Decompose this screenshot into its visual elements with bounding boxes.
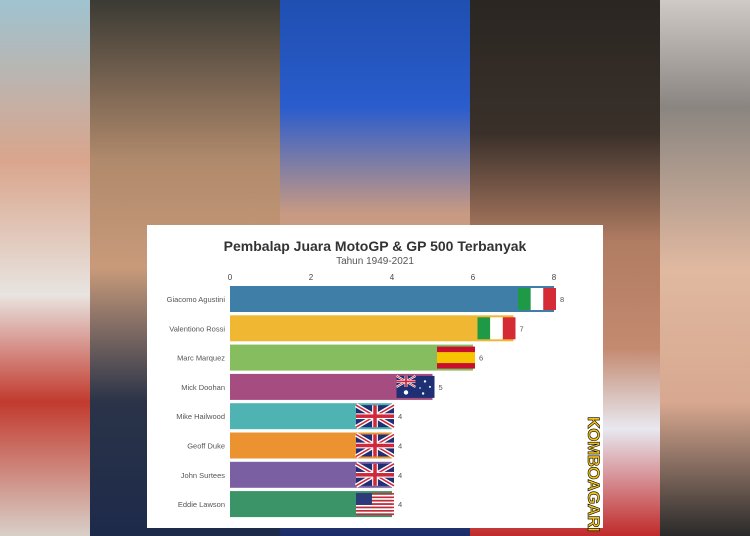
flag-italy-icon	[518, 288, 556, 310]
photo-panel-1	[0, 0, 90, 536]
bar-chart: 0 2 4 6 8 Giacomo Agustini 8 Valentiono Rossi 7 M…	[167, 273, 564, 518]
category-label: Marc Marquez	[177, 354, 225, 363]
x-tick-label: 2	[309, 273, 314, 282]
value-label: 8	[560, 295, 564, 304]
value-label: 4	[398, 471, 402, 480]
x-tick-label: 6	[471, 273, 476, 282]
chart-card: Pembalap Juara MotoGP & GP 500 Terbanyak…	[147, 225, 603, 528]
flag-spain-icon	[437, 346, 475, 369]
value-label: 4	[398, 442, 402, 451]
category-label: Giacomo Agustini	[167, 295, 226, 304]
category-label: Mike Hailwood	[176, 412, 225, 421]
chart-title: Pembalap Juara MotoGP & GP 500 Terbanyak	[223, 238, 527, 254]
category-label: Geoff Duke	[187, 442, 225, 451]
watermark-logo: KOMBOAGARI	[580, 416, 606, 532]
flag-uk-icon	[354, 432, 396, 459]
bar	[230, 315, 514, 342]
x-tick-label: 4	[390, 273, 395, 282]
category-label: Valentiono Rossi	[169, 324, 225, 333]
flag-australia-icon	[395, 374, 435, 398]
bar	[230, 286, 554, 312]
flag-usa-icon	[356, 493, 394, 516]
chart-subtitle: Tahun 1949-2021	[336, 256, 414, 267]
flag-uk-icon	[354, 461, 396, 488]
value-label: 4	[398, 500, 402, 509]
value-label: 7	[520, 324, 524, 333]
bar	[230, 344, 473, 371]
value-label: 5	[439, 383, 443, 392]
category-label: Eddie Lawson	[178, 500, 225, 509]
watermark-text: KOMBOAGARI	[584, 416, 604, 532]
value-label: 6	[479, 354, 483, 363]
value-label: 4	[398, 412, 402, 421]
x-tick-label: 8	[552, 273, 557, 282]
flag-uk-icon	[354, 403, 396, 430]
category-label: John Surtees	[181, 471, 225, 480]
flag-italy-icon	[477, 317, 516, 340]
photo-panel-5	[660, 0, 750, 536]
category-label: Mick Doohan	[181, 383, 225, 392]
x-tick-label: 0	[228, 273, 233, 282]
